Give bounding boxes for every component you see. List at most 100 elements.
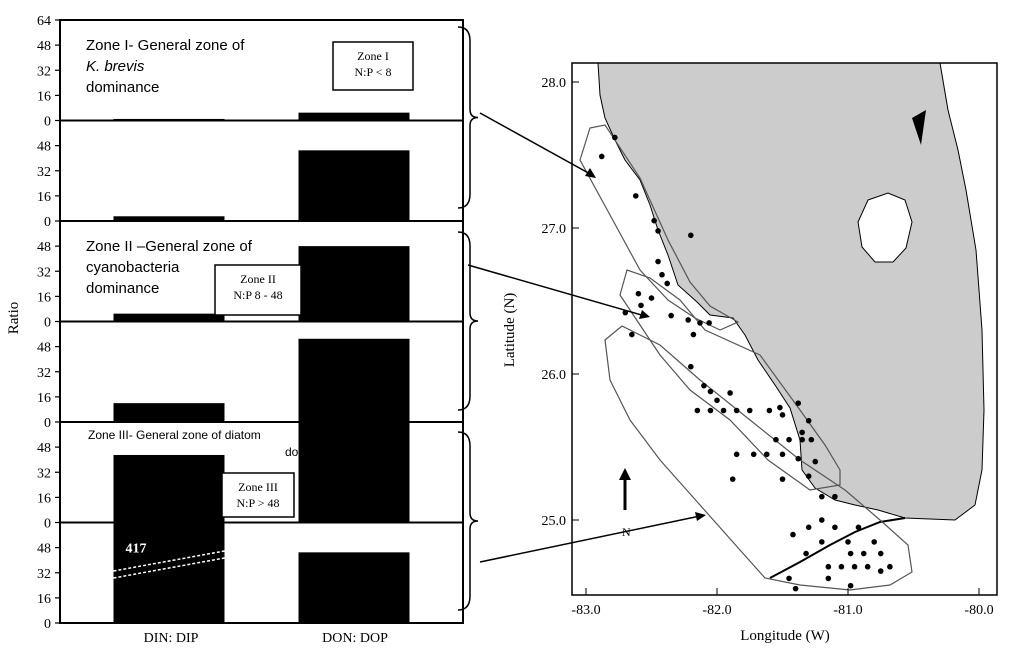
florida-map: -83.0 -82.0 -81.0 -80.0 28.0 27.0 26.0 25.0 Long… bbox=[502, 62, 998, 644]
station-point bbox=[803, 550, 809, 557]
longitude-tick-label: -81.0 bbox=[833, 603, 862, 618]
ratio-panel-2: 0 16 32 48 bbox=[37, 119, 464, 230]
axis-break-line bbox=[113, 557, 225, 579]
station-point bbox=[697, 320, 703, 326]
latitude-axis-label: Latitude (N) bbox=[502, 293, 518, 368]
map-frame bbox=[571, 62, 998, 596]
station-point bbox=[688, 232, 694, 239]
bar-din-dip bbox=[113, 313, 225, 322]
category-label-din-dip: DIN: DIP bbox=[144, 631, 199, 646]
zone-description-line: cyanobacteria bbox=[86, 259, 180, 276]
zone-ratio-text: Zone II bbox=[240, 272, 276, 286]
station-point bbox=[632, 193, 639, 199]
florida-land bbox=[597, 62, 985, 521]
bar-din-dip bbox=[113, 403, 225, 422]
station-point bbox=[805, 417, 812, 424]
station-point bbox=[685, 317, 691, 323]
station-point bbox=[795, 455, 802, 462]
zone-ratio-text: N:P 8 - 48 bbox=[233, 288, 282, 302]
zone-ratio-box bbox=[332, 41, 414, 91]
bar-din-dip bbox=[113, 454, 225, 523]
station-point bbox=[777, 404, 783, 411]
station-point bbox=[799, 436, 805, 443]
station-point bbox=[819, 539, 825, 545]
bar-don-dop bbox=[298, 338, 410, 422]
zone-ratio-box bbox=[214, 264, 302, 316]
station-point bbox=[795, 400, 802, 407]
station-point bbox=[790, 531, 796, 538]
y-tick-label: 48 bbox=[37, 341, 51, 356]
station-point bbox=[648, 295, 655, 301]
y-tick-label: 48 bbox=[37, 542, 51, 557]
station-point bbox=[838, 563, 845, 570]
zone-pointer-arrows bbox=[467, 112, 706, 563]
zone-ratio-text: N:P > 48 bbox=[237, 496, 280, 510]
y-tick-label: 64 bbox=[37, 14, 51, 29]
bar-don-dop bbox=[298, 552, 410, 623]
y-tick-label: 32 bbox=[37, 366, 51, 381]
latitude-tick-label: 27.0 bbox=[542, 222, 567, 237]
zone-ratio-text: Zone III bbox=[238, 480, 278, 494]
station-point bbox=[805, 473, 812, 480]
station-point bbox=[877, 550, 884, 557]
station-point bbox=[664, 280, 671, 287]
zone-ratio-text: Zone I bbox=[357, 49, 389, 63]
station-point bbox=[808, 436, 815, 443]
bar-don-dop bbox=[298, 112, 410, 121]
station-point bbox=[746, 407, 753, 414]
zone-ii-outline bbox=[619, 269, 841, 491]
y-tick-label: 0 bbox=[44, 316, 51, 331]
zone-iii-outline bbox=[604, 325, 913, 591]
station-point bbox=[851, 563, 858, 570]
station-point bbox=[707, 407, 714, 414]
station-point bbox=[655, 228, 661, 234]
station-point bbox=[825, 563, 832, 570]
station-point bbox=[655, 258, 661, 265]
station-point bbox=[733, 451, 740, 458]
y-tick-label: 48 bbox=[37, 441, 51, 456]
zone-description-line: dominance bbox=[86, 79, 159, 96]
zone-brace-2 bbox=[457, 231, 479, 411]
y-tick-label: 16 bbox=[37, 491, 51, 506]
latitude-tick-label: 25.0 bbox=[542, 514, 567, 529]
map-axes: -83.0 -82.0 -81.0 -80.0 28.0 27.0 26.0 25.0 Long… bbox=[502, 76, 994, 644]
bar-don-dop bbox=[298, 246, 410, 322]
y-tick-label: 48 bbox=[37, 39, 51, 54]
y-tick-label: 0 bbox=[44, 115, 51, 130]
station-point bbox=[832, 493, 838, 500]
station-point bbox=[668, 312, 674, 319]
ratio-panel-4: 0 16 32 48 bbox=[37, 320, 464, 431]
station-point bbox=[659, 271, 665, 278]
station-point bbox=[707, 388, 714, 395]
station-point bbox=[887, 563, 893, 570]
ratio-axis-label: Ratio bbox=[6, 302, 22, 335]
bar-don-dop bbox=[298, 150, 410, 221]
station-point bbox=[651, 217, 657, 224]
bar-din-dip bbox=[113, 216, 225, 221]
longitude-tick-label: -80.0 bbox=[964, 603, 993, 618]
latitude-tick-label: 28.0 bbox=[542, 76, 567, 91]
zone-description-line: K. brevis bbox=[86, 58, 145, 75]
station-point bbox=[779, 476, 786, 482]
station-point bbox=[877, 568, 884, 574]
station-point bbox=[612, 134, 618, 141]
y-tick-label: 16 bbox=[37, 592, 51, 607]
station-point bbox=[688, 363, 694, 370]
y-tick-label: 32 bbox=[37, 64, 51, 79]
longitude-tick-label: -83.0 bbox=[571, 603, 600, 618]
zone-description-line: dominance bbox=[86, 280, 159, 297]
station-point bbox=[598, 153, 605, 160]
station-point bbox=[779, 412, 786, 418]
y-tick-label: 32 bbox=[37, 567, 51, 582]
latitude-tick-label: 26.0 bbox=[542, 368, 567, 383]
station-point bbox=[773, 436, 779, 443]
station-point bbox=[864, 563, 871, 570]
y-tick-label: 0 bbox=[44, 617, 51, 632]
y-tick-label: 32 bbox=[37, 165, 51, 180]
longitude-tick-label: -82.0 bbox=[702, 603, 731, 618]
station-point bbox=[799, 429, 805, 436]
zone-ratio-box bbox=[221, 472, 295, 518]
station-point bbox=[729, 476, 736, 482]
station-point bbox=[832, 524, 838, 531]
